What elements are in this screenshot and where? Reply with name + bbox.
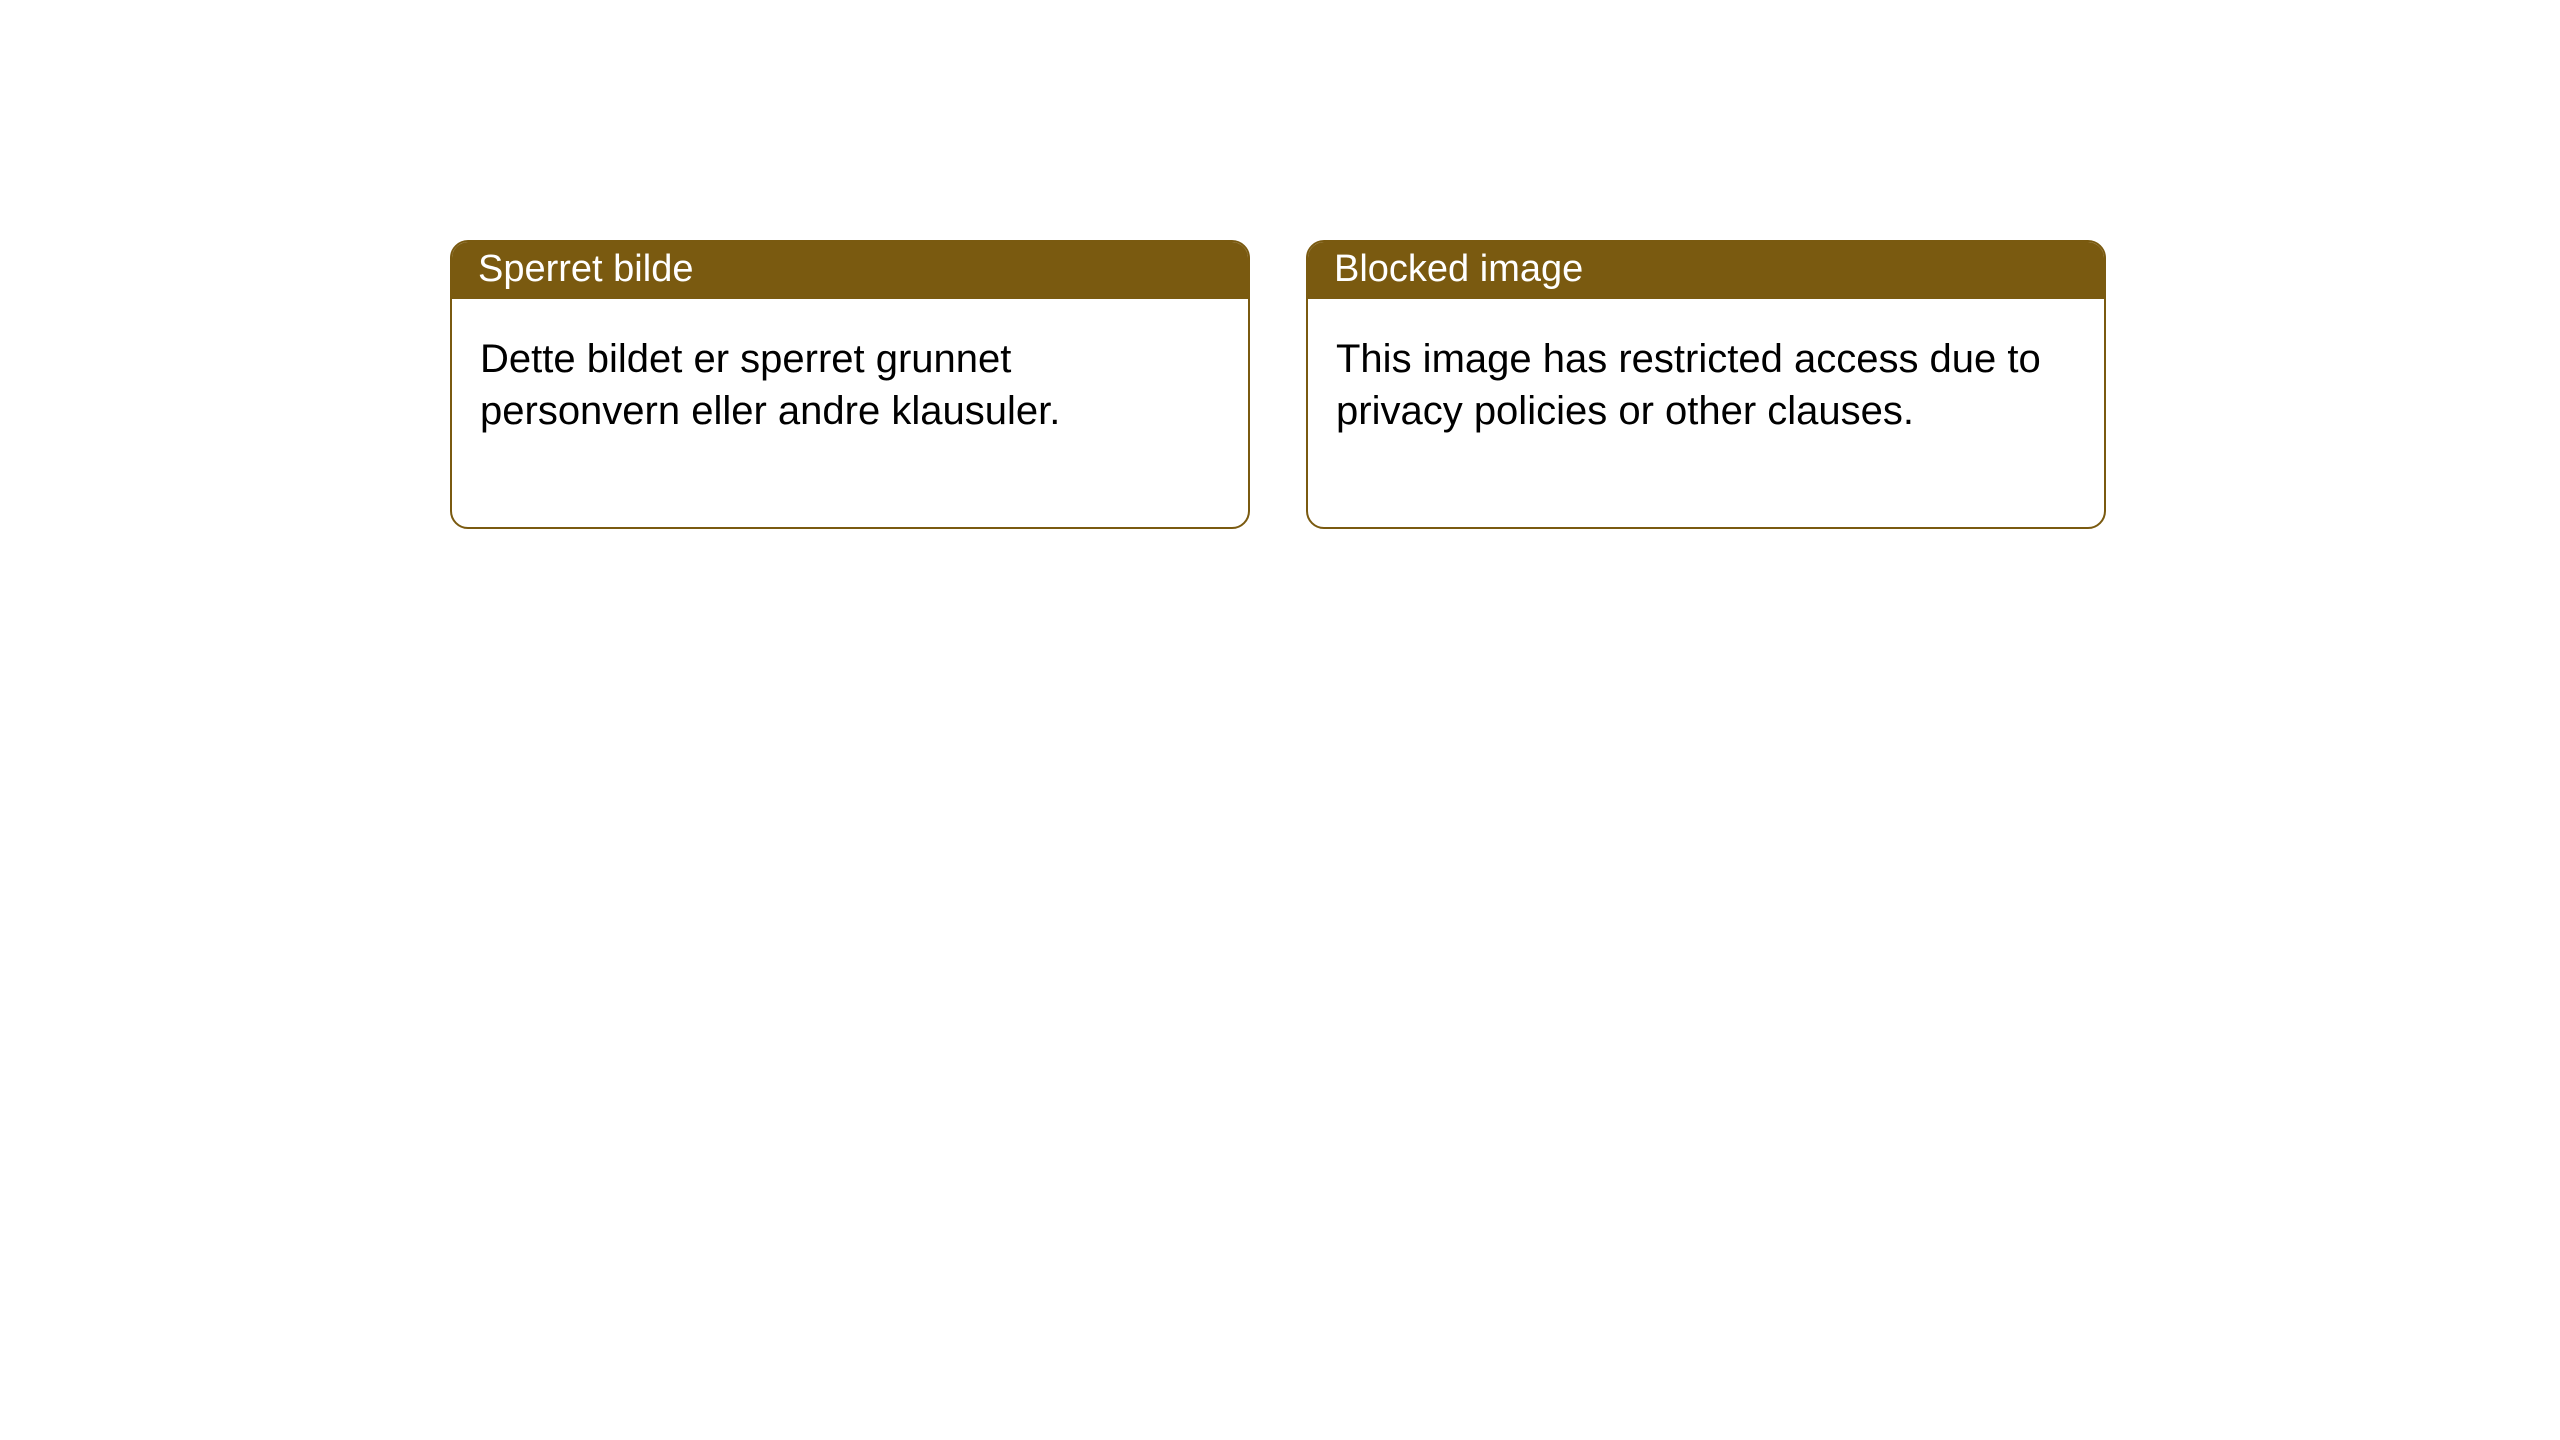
- notice-body-english: This image has restricted access due to …: [1308, 299, 2104, 527]
- notice-title-english: Blocked image: [1308, 242, 2104, 299]
- notice-body-norwegian: Dette bildet er sperret grunnet personve…: [452, 299, 1248, 527]
- notice-card-english: Blocked image This image has restricted …: [1306, 240, 2106, 529]
- notice-card-norwegian: Sperret bilde Dette bildet er sperret gr…: [450, 240, 1250, 529]
- notice-container: Sperret bilde Dette bildet er sperret gr…: [0, 0, 2560, 529]
- notice-title-norwegian: Sperret bilde: [452, 242, 1248, 299]
